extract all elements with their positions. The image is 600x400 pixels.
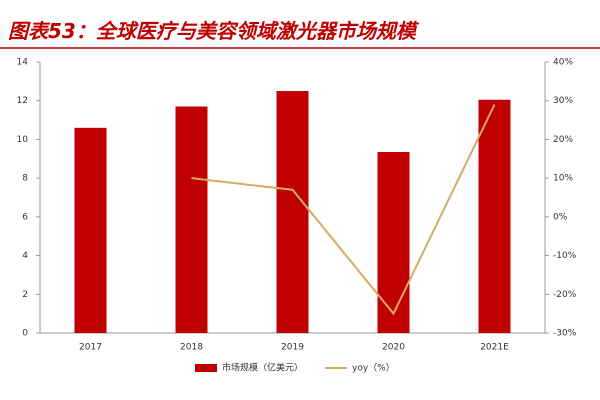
bar <box>377 152 410 333</box>
y2-tick-label: -30% <box>553 329 577 339</box>
y-tick-label: 4 <box>22 251 28 261</box>
y-tick-label: 6 <box>22 212 28 222</box>
bar <box>478 99 511 333</box>
legend-label: 市场规模（亿美元） <box>222 362 303 374</box>
x-tick-label: 2020 <box>382 343 405 353</box>
x-tick-label: 2017 <box>79 343 102 353</box>
chart-title: 图表53：全球医疗与美容领域激光器市场规模 <box>8 19 420 43</box>
y2-tick-label: 20% <box>553 135 573 145</box>
y2-tick-label: -10% <box>553 251 577 261</box>
bar <box>175 106 208 334</box>
y2-tick-label: -20% <box>553 290 577 300</box>
y2-tick-label: 30% <box>553 96 573 106</box>
y-tick-label: 8 <box>22 174 28 184</box>
bar <box>74 127 107 333</box>
legend-swatch <box>195 364 217 372</box>
line <box>191 104 496 316</box>
x-tick-label: 2018 <box>180 343 203 353</box>
y2-tick-label: 40% <box>553 58 573 68</box>
y-tick-label: 2 <box>22 290 28 300</box>
y-tick-label: 10 <box>17 135 29 145</box>
y2-tick-label: 10% <box>553 174 573 184</box>
y-tick-label: 12 <box>17 96 28 106</box>
x-tick-label: 2021E <box>480 343 509 353</box>
y-tick-label: 14 <box>17 58 29 68</box>
bar <box>276 91 309 334</box>
y2-tick-label: 0% <box>553 212 568 222</box>
x-tick-label: 2019 <box>281 343 304 353</box>
legend-label: yoy（%） <box>352 363 395 374</box>
y-tick-label: 0 <box>22 329 28 339</box>
